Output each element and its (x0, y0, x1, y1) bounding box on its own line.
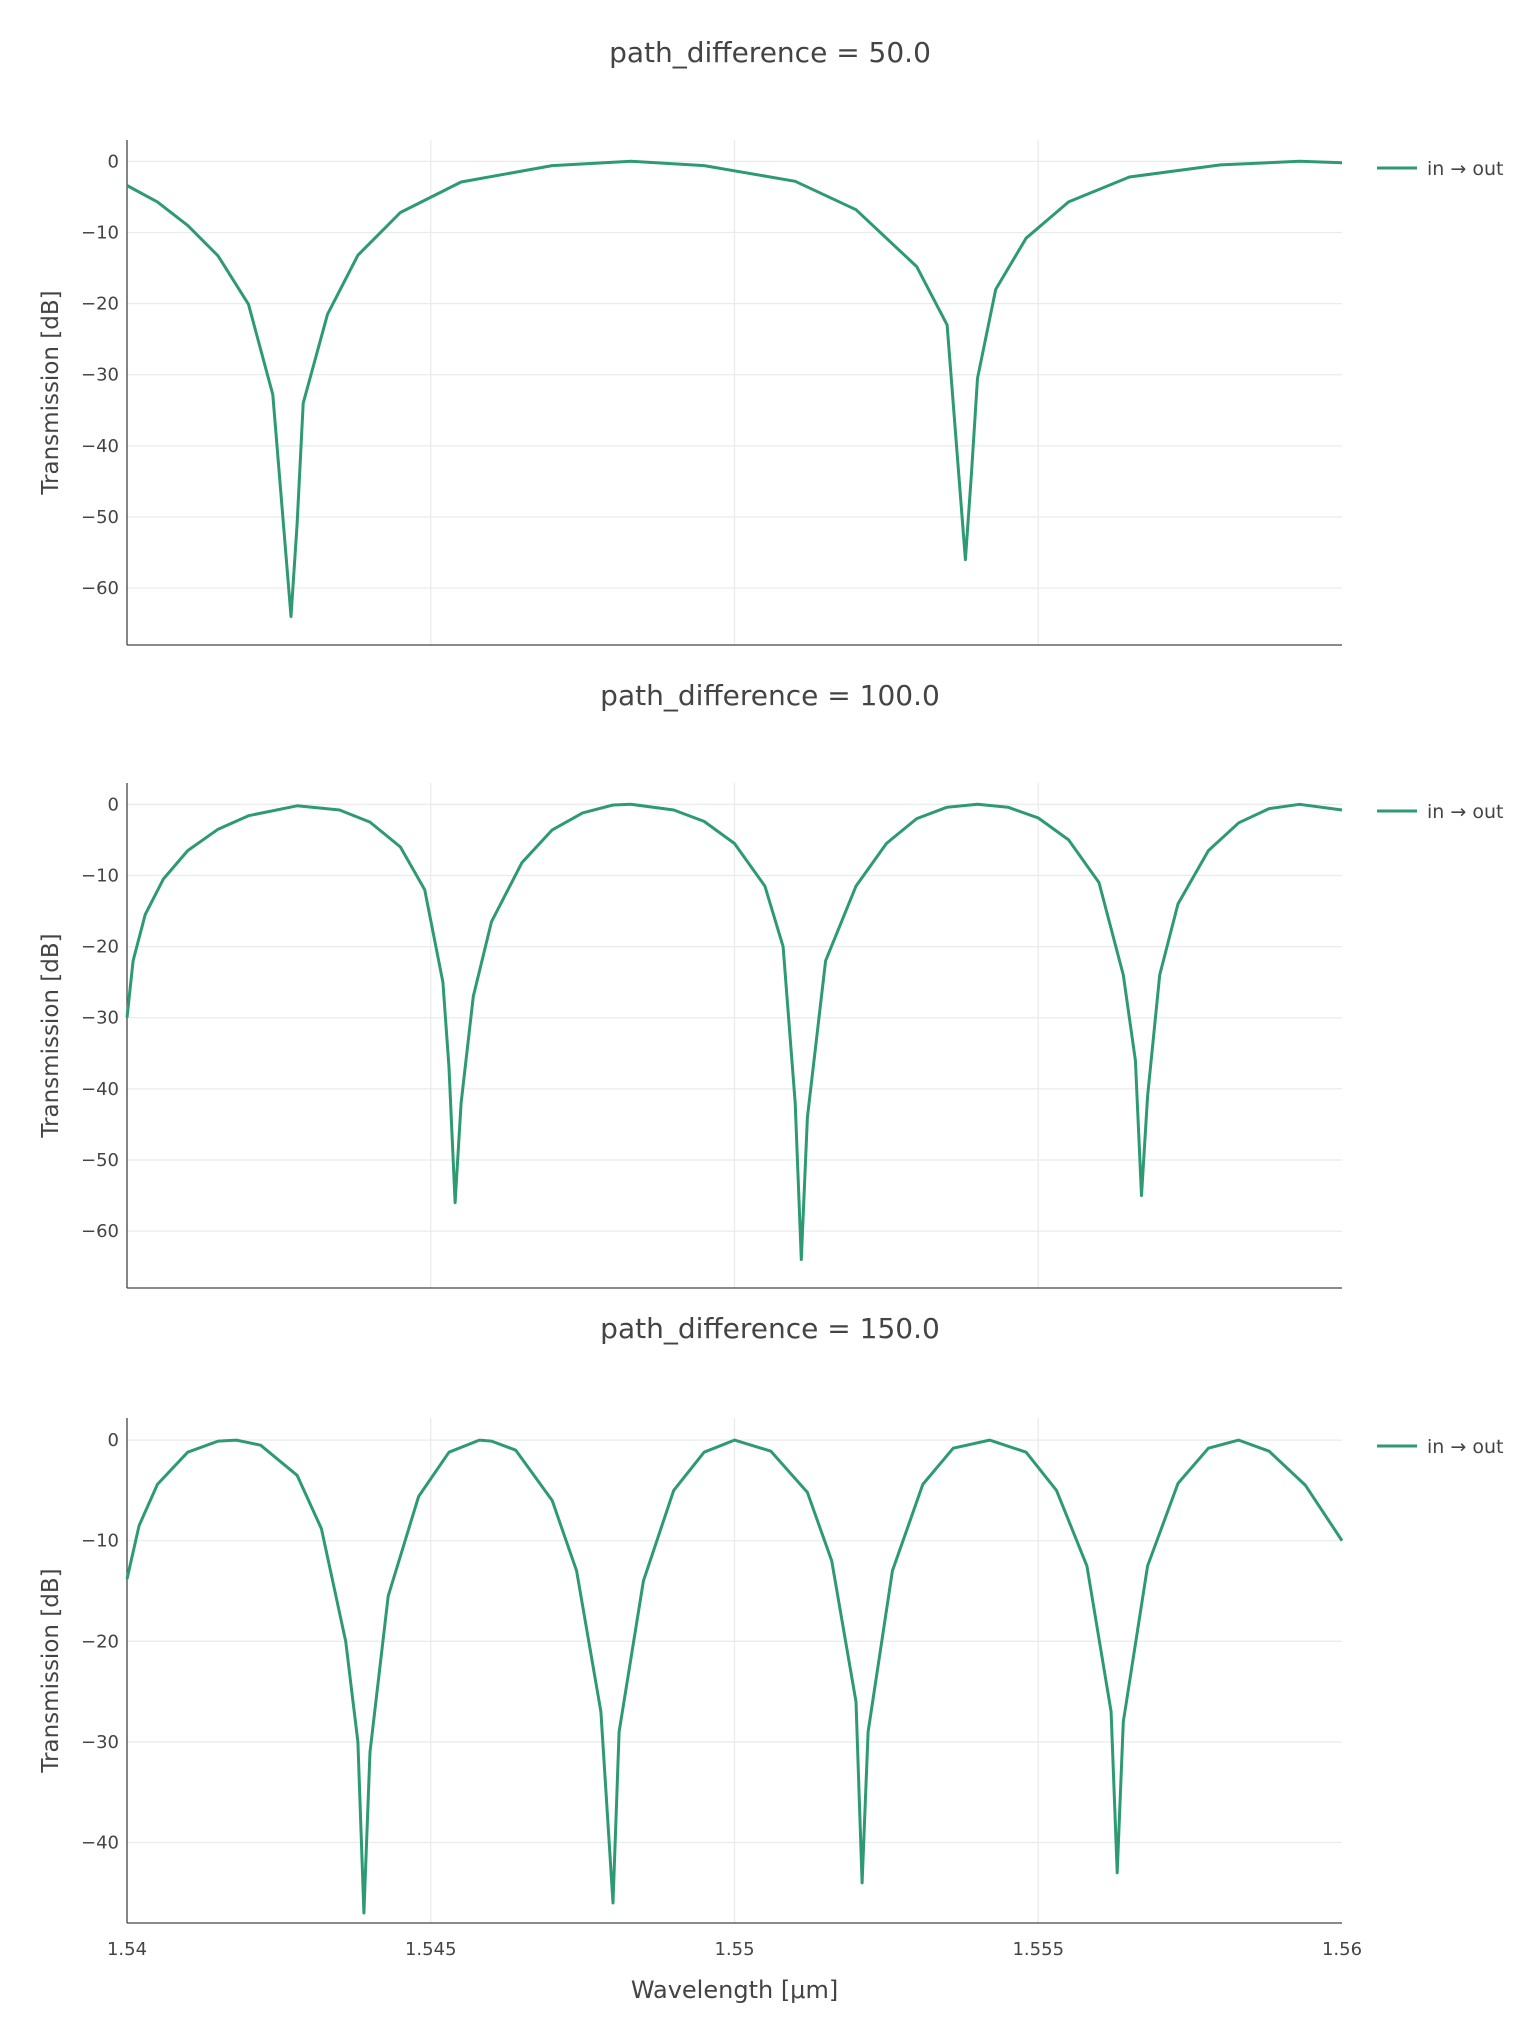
subplot-1: path_difference = 50.0 0 −10 −20 −30 −40 −50 −6… (38, 36, 1503, 646)
y-axis-label: Transmission [dB] (38, 290, 64, 495)
y-tick-label: −60 (81, 1221, 119, 1242)
legend[interactable]: in → out (1377, 158, 1503, 180)
y-tick-label: −10 (81, 1531, 119, 1552)
series-line-in-out (125, 1438, 1344, 1915)
y-tick-label: −20 (81, 937, 119, 958)
y-tick-label: −40 (81, 436, 119, 457)
y-tick-label: −30 (81, 1008, 119, 1029)
x-axis-label: Wavelength [μm] (631, 1976, 838, 2004)
y-tick-label: −20 (81, 1631, 119, 1652)
x-tick-label: 1.545 (405, 1939, 457, 1960)
y-tick-label: 0 (108, 794, 119, 815)
y-tick-label: −30 (81, 1732, 119, 1753)
y-tick-label: −40 (81, 1833, 119, 1854)
legend[interactable]: in → out (1377, 1436, 1503, 1458)
y-axis-label: Transmission [dB] (38, 933, 64, 1138)
series-line-in-out (125, 802, 1343, 1261)
y-tick-label: −60 (81, 578, 119, 599)
y-tick-label: 0 (108, 151, 119, 172)
y-tick-label: −10 (81, 222, 119, 243)
y-axis-label: Transmission [dB] (38, 1568, 64, 1773)
y-tick-label: −10 (81, 865, 119, 886)
legend[interactable]: in → out (1377, 801, 1503, 823)
x-tick-label: 1.55 (714, 1939, 754, 1960)
x-tick-label: 1.54 (107, 1939, 147, 1960)
subplot-title: path_difference = 100.0 (600, 679, 940, 712)
y-tick-label: 0 (108, 1430, 119, 1451)
y-tick-label: −30 (81, 365, 119, 386)
y-tick-label: −50 (81, 1150, 119, 1171)
x-tick-label: 1.555 (1012, 1939, 1064, 1960)
subplot-title: path_difference = 50.0 (609, 36, 931, 69)
legend-label: in → out (1427, 1436, 1503, 1458)
x-tick-label: 1.56 (1322, 1939, 1362, 1960)
series-line-in-out (126, 159, 1343, 618)
y-tick-label: −20 (81, 294, 119, 315)
subplot-3: path_difference = 150.0 0 −10 −20 −30 −40 Tran… (38, 1312, 1503, 1960)
y-tick-label: −40 (81, 1079, 119, 1100)
subplot-2: path_difference = 100.0 0 −10 −20 −30 −40 −50 −… (38, 679, 1503, 1289)
subplot-title: path_difference = 150.0 (600, 1312, 940, 1345)
legend-label: in → out (1427, 801, 1503, 823)
legend-label: in → out (1427, 158, 1503, 180)
y-tick-label: −50 (81, 507, 119, 528)
